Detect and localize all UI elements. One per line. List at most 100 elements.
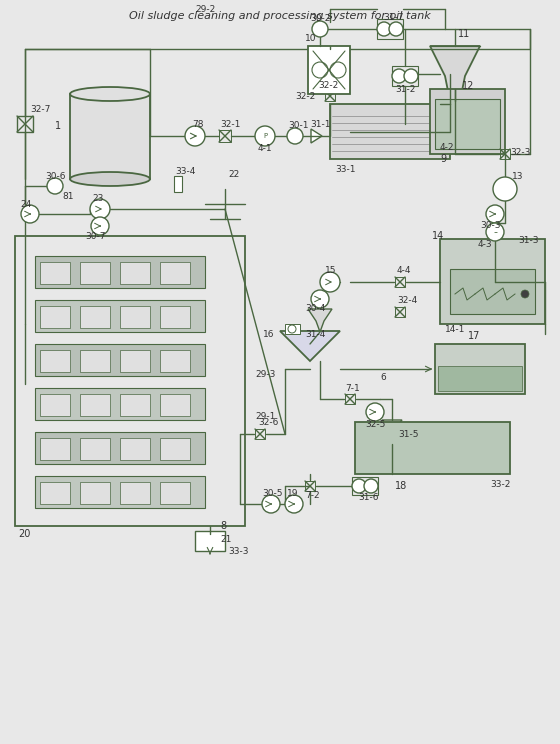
Bar [35,256,205,288]
Bar [450,269,535,314]
Bar [255,429,265,439]
Text: 19: 19 [287,490,298,498]
Text: 29-2: 29-2 [195,4,215,13]
Polygon shape [311,129,322,143]
Bar [40,394,70,416]
Text: 18: 18 [395,481,407,491]
Polygon shape [280,331,340,361]
Bar [392,66,418,86]
Text: 17: 17 [468,331,480,341]
Bar [35,344,205,376]
Bar [345,394,355,404]
Text: 32-3: 32-3 [510,147,530,156]
Circle shape [47,178,63,194]
Text: 4-2: 4-2 [440,143,455,152]
Text: 30-7: 30-7 [85,231,105,240]
Text: 24: 24 [20,199,31,208]
Bar [80,306,110,328]
Circle shape [262,495,280,513]
Text: 33-4: 33-4 [175,167,195,176]
Circle shape [90,199,110,219]
Text: P: P [263,133,267,139]
Bar [325,91,335,101]
Text: 31-6: 31-6 [358,493,379,502]
Bar [435,99,500,149]
Text: 12: 12 [462,81,474,91]
Bar [40,482,70,504]
Circle shape [320,272,340,292]
Circle shape [486,223,504,241]
Text: 33-1: 33-1 [335,164,356,173]
Text: 30-1: 30-1 [288,121,309,129]
Text: 78: 78 [192,120,203,129]
Text: 31-4: 31-4 [305,330,325,339]
Text: 29-1: 29-1 [255,411,276,420]
Text: 4-4: 4-4 [397,266,412,275]
Text: 32-5: 32-5 [365,420,385,429]
Text: 1: 1 [55,121,61,131]
Text: 32-7: 32-7 [30,104,50,114]
Circle shape [91,217,109,235]
Text: 31-2: 31-2 [395,85,416,94]
Bar [35,388,205,420]
Text: 4-3: 4-3 [478,240,493,248]
Text: 13: 13 [512,172,524,181]
Bar [500,149,510,159]
Circle shape [521,290,529,298]
Text: 32-2: 32-2 [295,92,315,100]
Bar [15,236,245,526]
Bar [120,438,150,460]
Polygon shape [430,46,480,101]
Text: 30-3: 30-3 [480,220,501,229]
Circle shape [285,495,303,513]
Text: 32-2: 32-2 [318,80,338,89]
Text: 15: 15 [325,266,337,275]
Bar [308,46,350,94]
Circle shape [366,403,384,421]
Text: 9: 9 [440,154,446,164]
Bar [377,19,403,39]
Bar [160,306,190,328]
Bar [395,277,405,287]
Circle shape [312,21,328,37]
Text: 32-1: 32-1 [220,120,240,129]
Bar [35,432,205,464]
Bar [80,482,110,504]
Text: 20: 20 [18,529,30,539]
Text: 32-4: 32-4 [397,295,417,304]
Text: 7-2: 7-2 [305,492,320,501]
Polygon shape [308,309,332,332]
Bar [40,438,70,460]
Text: 6: 6 [380,373,386,382]
Bar [430,89,505,154]
Bar [70,94,150,179]
Bar [438,366,522,391]
Bar [120,482,150,504]
Circle shape [352,479,366,493]
Bar [35,476,205,508]
Circle shape [311,290,329,308]
Text: 22: 22 [228,170,239,179]
Bar [40,262,70,284]
Bar [35,300,205,332]
Bar [435,344,525,394]
Bar [395,307,405,317]
Text: 14-1: 14-1 [445,324,465,333]
Text: 16: 16 [263,330,274,339]
Polygon shape [382,420,402,438]
Bar [285,324,300,334]
Text: 14: 14 [432,231,444,241]
Text: Oil sludge cleaning and processing system for oil tank: Oil sludge cleaning and processing syste… [129,11,431,21]
Bar [120,262,150,284]
Bar [174,176,182,192]
Circle shape [377,22,391,36]
Circle shape [21,205,39,223]
Bar [160,394,190,416]
Bar [355,422,510,474]
Bar [305,481,315,491]
Circle shape [255,126,275,146]
Circle shape [364,479,378,493]
Bar [330,104,450,159]
Text: 31-3: 31-3 [518,236,539,245]
Circle shape [185,126,205,146]
